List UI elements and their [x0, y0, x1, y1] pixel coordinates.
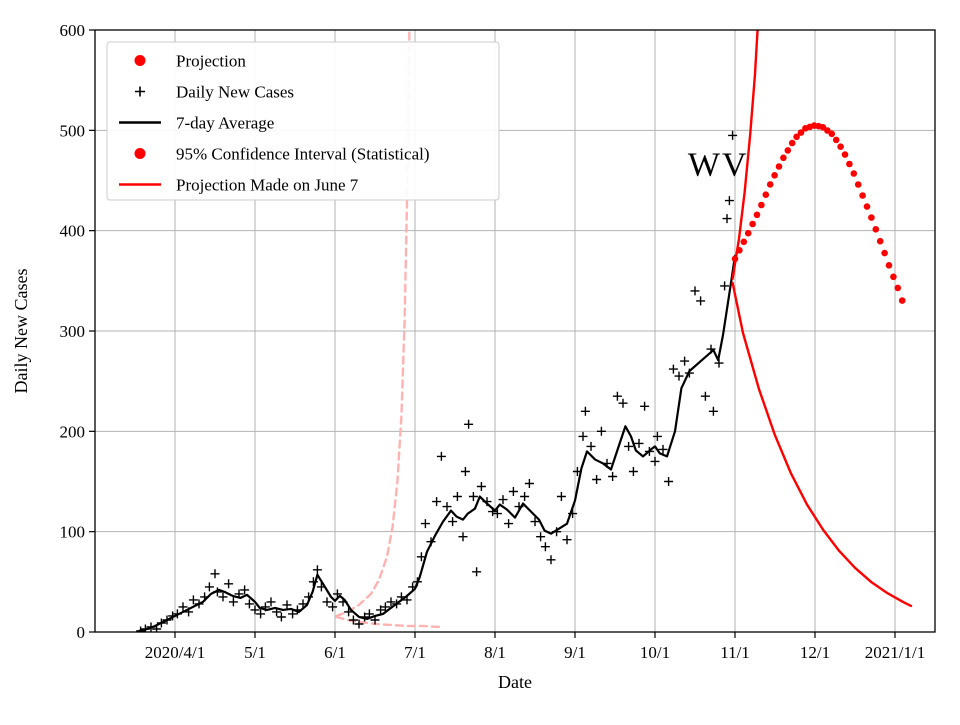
projection-dot [837, 143, 844, 150]
x-tick-label: 6/1 [324, 643, 346, 662]
legend: Projection Daily New Cases 7-day Average 95… [106, 41, 500, 201]
state-annotation: WV [688, 146, 749, 183]
x-tick-label: 9/1 [564, 643, 586, 662]
x-tick-label: 10/1 [640, 643, 670, 662]
y-tick-label: 100 [60, 523, 86, 542]
y-axis-label: Daily New Cases [11, 269, 31, 394]
plot-area: 2020/4/1 5/1 6/1 7/1 8/1 9/1 10/1 11/1 12/1 2021/… [60, 21, 936, 662]
series-line [731, 30, 759, 281]
projection-dot [736, 247, 743, 254]
projection-dot [797, 129, 805, 136]
legend-item: Daily New Cases [135, 83, 294, 102]
ticks: 2020/4/1 5/1 6/1 7/1 8/1 9/1 10/1 11/1 12/1 2021/… [60, 21, 926, 662]
projection-dot [784, 147, 792, 154]
projection-dot [762, 191, 770, 198]
projection-dot [846, 160, 853, 168]
projection-dot [731, 255, 739, 263]
x-axis-label: Date [498, 672, 532, 692]
legend-item: Projection [134, 52, 246, 71]
projection-dot [898, 297, 906, 304]
legend-label: 95% Confidence Interval (Statistical) [176, 145, 430, 164]
projection-dot [859, 192, 866, 199]
x-tick-label: 11/1 [720, 643, 750, 662]
x-tick-label: 12/1 [800, 643, 830, 662]
projection-dot [894, 284, 902, 292]
projection-dot [766, 181, 774, 188]
y-tick-label: 300 [60, 322, 86, 341]
series-line [335, 30, 411, 618]
projection-dot [749, 220, 756, 228]
projection-dot [876, 237, 884, 245]
x-tick-label: 5/1 [244, 643, 266, 662]
legend-plus-marker [135, 86, 145, 97]
projection-dot [885, 262, 893, 269]
series-line [731, 281, 913, 608]
projection-dot [890, 273, 897, 281]
daily-cases-scatter [136, 130, 738, 632]
projection-dot [828, 130, 836, 138]
projection-dot [740, 238, 748, 246]
legend-dot-marker [134, 55, 146, 66]
projection-dot [872, 226, 880, 233]
legend-label: Projection [176, 52, 246, 71]
projection-dots [731, 122, 906, 304]
x-tick-label: 8/1 [484, 643, 506, 662]
y-tick-label: 500 [60, 121, 86, 140]
projection-dot [850, 170, 858, 177]
series-group [136, 30, 913, 632]
projection-dot [744, 229, 752, 237]
projection-dot [775, 163, 783, 170]
projection-dot [758, 201, 765, 209]
projection-dot [788, 139, 796, 147]
legend-label: Daily New Cases [176, 83, 294, 102]
projection-dot [753, 211, 761, 219]
legend-item: 7-day Average [119, 114, 274, 133]
x-tick-label: 7/1 [404, 643, 426, 662]
y-tick-label: 600 [60, 21, 86, 40]
projection-dot [793, 133, 800, 141]
legend-label: Projection Made on June 7 [176, 176, 359, 195]
y-tick-label: 400 [60, 222, 86, 241]
legend-item: 95% Confidence Interval (Statistical) [134, 145, 430, 164]
x-tick-label: 2021/1/1 [865, 643, 925, 662]
projection-dot [881, 249, 888, 257]
projection-dot [854, 181, 862, 188]
y-tick-label: 0 [77, 623, 86, 642]
projection-dot [863, 203, 871, 210]
series-line [335, 615, 441, 629]
projection-dot [771, 172, 778, 179]
series-line [137, 254, 737, 632]
y-tick-label: 200 [60, 422, 86, 441]
legend-label: 7-day Average [176, 114, 274, 133]
projection-dot [868, 214, 875, 221]
projection-dot [841, 151, 849, 158]
legend-box [106, 41, 500, 201]
projection-dot [832, 136, 840, 144]
legend-dot-marker [134, 148, 146, 159]
projection-dot [780, 154, 787, 162]
legend-item: Projection Made on June 7 [119, 176, 359, 195]
x-tick-label: 2020/4/1 [145, 643, 205, 662]
